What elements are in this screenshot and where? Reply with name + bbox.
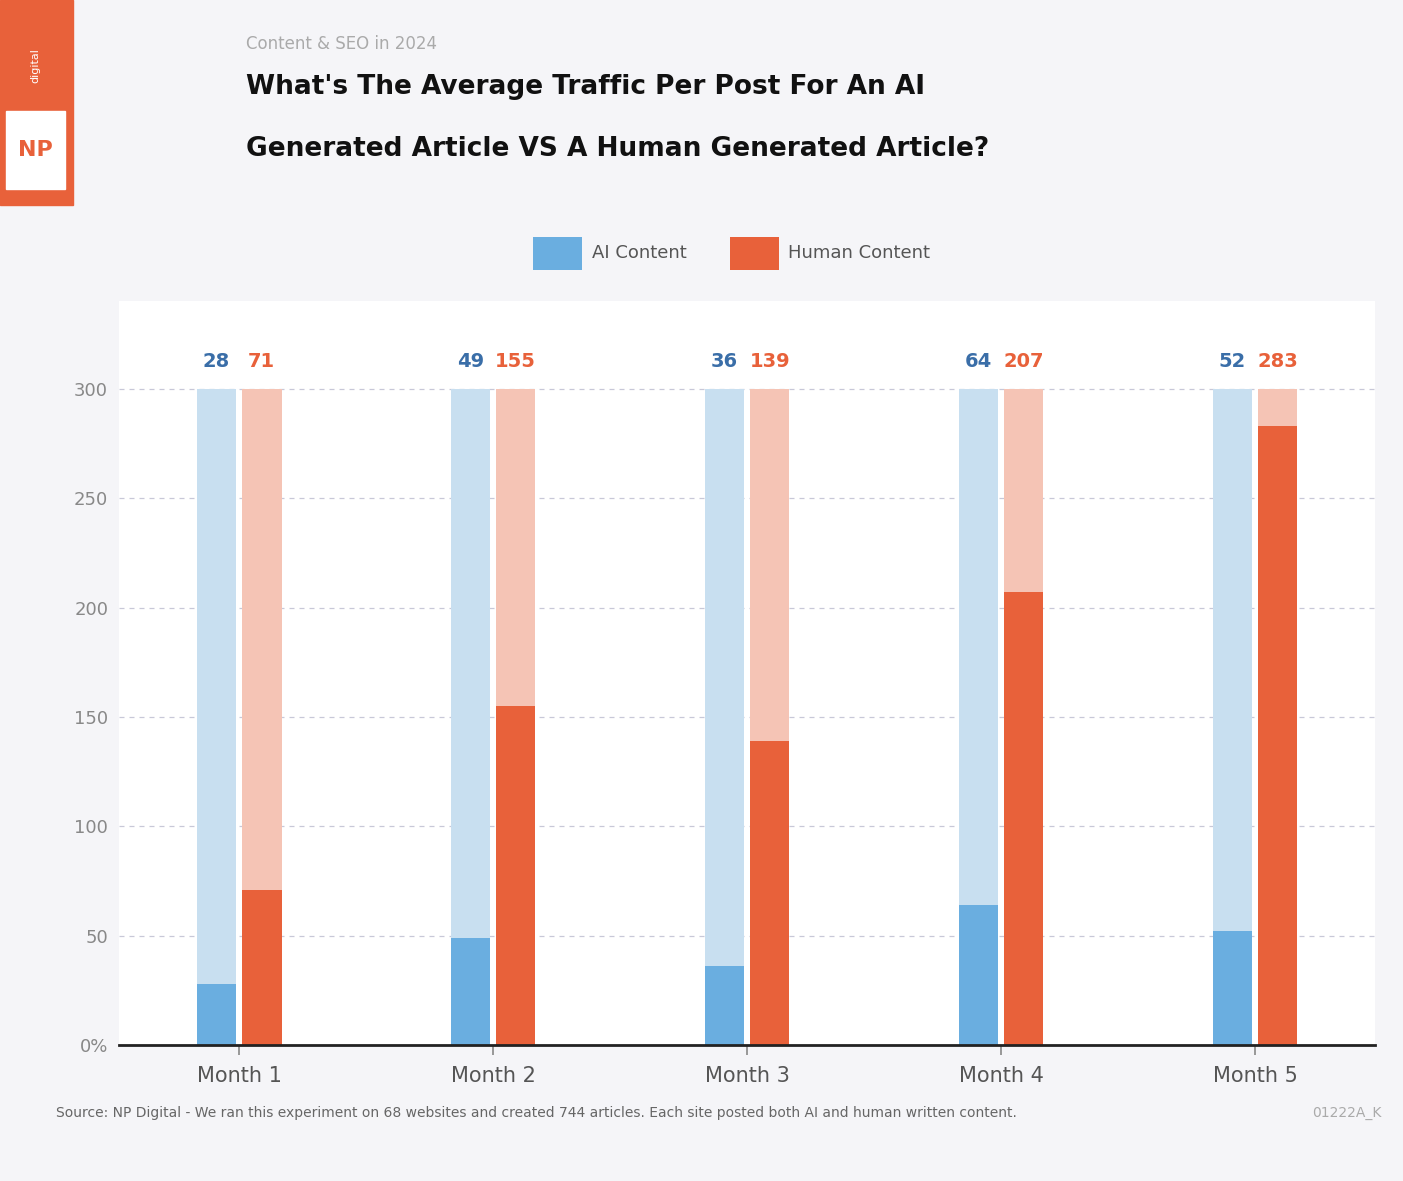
Bar bbox=[1212, 389, 1253, 1045]
Bar bbox=[241, 389, 282, 1045]
Text: Source: NP Digital - We ran this experiment on 68 websites and created 744 artic: Source: NP Digital - We ran this experim… bbox=[56, 1107, 1017, 1121]
Text: digital: digital bbox=[29, 48, 41, 83]
Text: What's The Average Traffic Per Post For An AI: What's The Average Traffic Per Post For … bbox=[246, 74, 925, 100]
Text: Content & SEO in 2024: Content & SEO in 2024 bbox=[246, 35, 436, 53]
Bar bbox=[751, 389, 790, 1045]
Bar bbox=[497, 389, 536, 1045]
Text: AI Content: AI Content bbox=[592, 244, 687, 262]
Text: 139: 139 bbox=[749, 352, 790, 371]
Text: 71: 71 bbox=[248, 352, 275, 371]
Text: 36: 36 bbox=[711, 352, 738, 371]
Bar bbox=[450, 938, 490, 1045]
Bar bbox=[1258, 389, 1298, 1045]
Bar bbox=[196, 984, 236, 1045]
Bar bbox=[196, 389, 236, 1045]
Bar bbox=[704, 389, 744, 1045]
Bar bbox=[1005, 592, 1044, 1045]
Bar bbox=[241, 889, 282, 1045]
Bar bbox=[1212, 932, 1253, 1045]
Text: 49: 49 bbox=[457, 352, 484, 371]
Text: 28: 28 bbox=[203, 352, 230, 371]
Text: 283: 283 bbox=[1257, 352, 1298, 371]
Bar bbox=[958, 905, 999, 1045]
Text: 52: 52 bbox=[1219, 352, 1246, 371]
Bar bbox=[497, 706, 536, 1045]
Text: 64: 64 bbox=[965, 352, 992, 371]
Bar bbox=[1005, 389, 1044, 1045]
Bar bbox=[751, 740, 790, 1045]
Text: 155: 155 bbox=[495, 352, 536, 371]
FancyBboxPatch shape bbox=[533, 237, 582, 269]
Text: 01222A_K: 01222A_K bbox=[1312, 1107, 1381, 1121]
Text: Human Content: Human Content bbox=[788, 244, 930, 262]
FancyBboxPatch shape bbox=[730, 237, 779, 269]
Bar bbox=[704, 966, 744, 1045]
FancyBboxPatch shape bbox=[6, 111, 65, 189]
Text: 207: 207 bbox=[1003, 352, 1044, 371]
FancyBboxPatch shape bbox=[0, 0, 73, 205]
Bar bbox=[958, 389, 999, 1045]
Bar bbox=[1258, 426, 1298, 1045]
Text: Generated Article VS A Human Generated Article?: Generated Article VS A Human Generated A… bbox=[246, 136, 989, 162]
Bar bbox=[450, 389, 490, 1045]
Text: NP: NP bbox=[18, 141, 52, 159]
